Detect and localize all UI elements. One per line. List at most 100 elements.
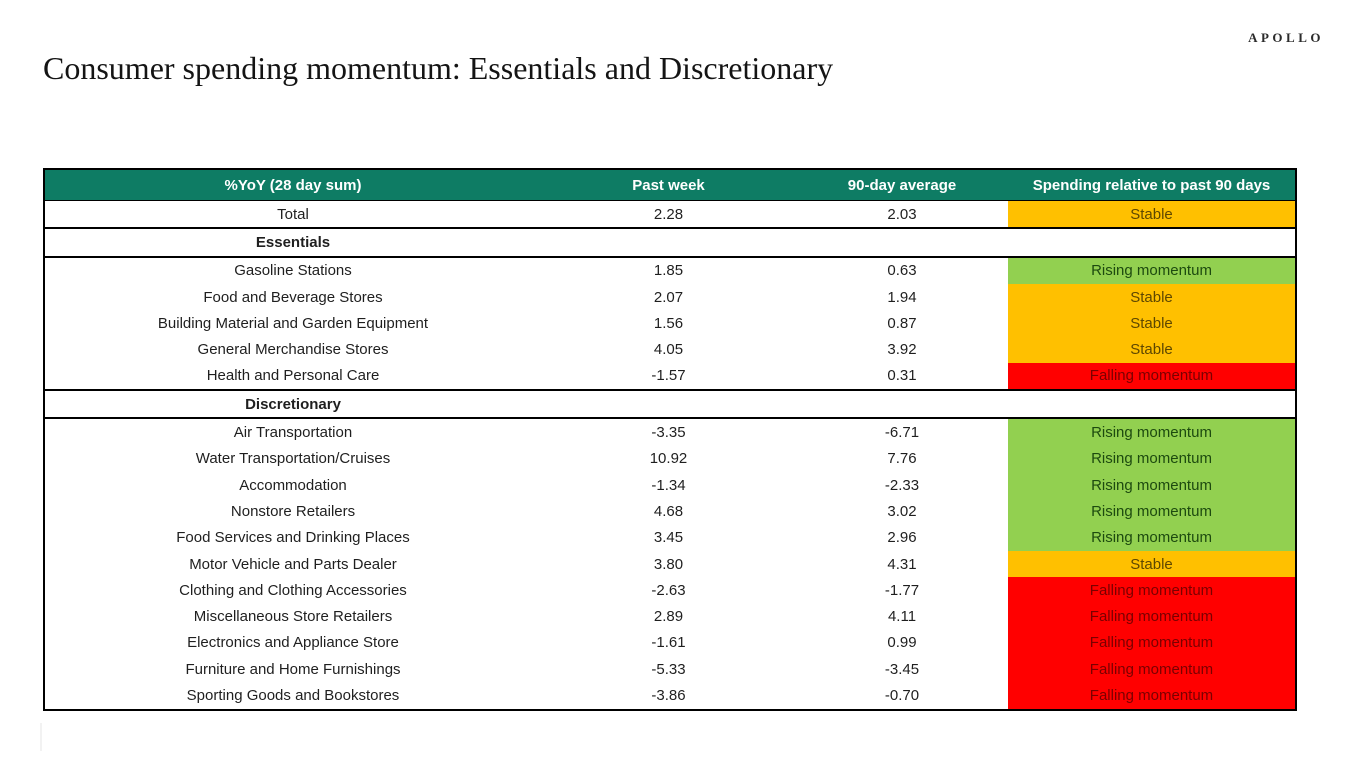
status-cell: Stable xyxy=(1008,336,1296,363)
status-cell: Falling momentum xyxy=(1008,656,1296,683)
status-cell: Rising momentum xyxy=(1008,445,1296,472)
past-week-cell: 2.07 xyxy=(653,288,684,306)
past-week-cell: 4.05 xyxy=(653,341,684,359)
90day-avg-cell: 2.03 xyxy=(796,200,1008,229)
table-row: Water Transportation/Cruises 10.92 7.76 Ris… xyxy=(44,445,1296,472)
90day-avg-cell: -2.33 xyxy=(884,476,920,494)
90day-avg-cell: 1.94 xyxy=(887,288,917,306)
section-row: Essentials xyxy=(44,227,1296,258)
status-cell: Rising momentum xyxy=(1008,418,1296,446)
table-row: Electronics and Appliance Store -1.61 0.99… xyxy=(44,629,1296,657)
status-cell: Stable xyxy=(1008,283,1296,311)
category-cell: Clothing and Clothing Accessories xyxy=(179,581,407,599)
status-cell: Rising momentum xyxy=(1008,498,1296,525)
empty-cell xyxy=(541,227,796,258)
90day-avg-cell: 0.63 xyxy=(887,262,917,280)
past-week-cell: 2.28 xyxy=(541,200,796,229)
90day-avg-cell: -6.71 xyxy=(884,424,920,442)
table-row: Air Transportation -3.35 -6.71 Rising momen… xyxy=(44,418,1296,446)
table-row: Sporting Goods and Bookstores -3.86 -0.70 F… xyxy=(44,682,1296,710)
status-cell: Falling momentum xyxy=(1008,362,1296,391)
column-header-past-week: Past week xyxy=(541,169,796,201)
empty-cell xyxy=(796,227,1008,258)
past-week-cell: 1.56 xyxy=(653,314,684,332)
status-cell: Falling momentum xyxy=(1008,577,1296,604)
status-cell: Stable xyxy=(1008,200,1296,229)
90day-avg-cell: 3.92 xyxy=(887,341,917,359)
table-row: Nonstore Retailers 4.68 3.02 Rising momentu… xyxy=(44,498,1296,525)
past-week-cell: -5.33 xyxy=(651,660,686,678)
90day-avg-cell: 0.31 xyxy=(887,367,917,385)
category-cell: Food Services and Drinking Places xyxy=(176,529,410,547)
past-week-cell: 10.92 xyxy=(649,450,688,468)
category-cell: Gasoline Stations xyxy=(234,262,352,280)
table-row: Clothing and Clothing Accessories -2.63 -1… xyxy=(44,577,1296,604)
table-row: Accommodation -1.34 -2.33 Rising momentum xyxy=(44,471,1296,499)
category-cell: Miscellaneous Store Retailers xyxy=(193,608,393,626)
90day-avg-cell: -0.70 xyxy=(884,686,920,704)
table-row: Miscellaneous Store Retailers 2.89 4.11 Fal… xyxy=(44,603,1296,630)
empty-cell xyxy=(796,389,1008,420)
empty-cell xyxy=(1008,389,1296,420)
past-week-cell: -1.57 xyxy=(651,367,686,385)
category-cell: Sporting Goods and Bookstores xyxy=(186,686,400,704)
table-row: Furniture and Home Furnishings -5.33 -3.45… xyxy=(44,656,1296,683)
table-row: Food Services and Drinking Places 3.45 2.9… xyxy=(44,524,1296,551)
status-cell: Falling momentum xyxy=(1008,629,1296,657)
category-cell: Accommodation xyxy=(239,476,347,494)
table-row: Health and Personal Care -1.57 0.31 Falling… xyxy=(44,362,1296,391)
category-cell: Health and Personal Care xyxy=(206,367,380,385)
table-row: Building Material and Garden Equipment 1.… xyxy=(44,310,1296,337)
table-body: Total 2.28 2.03 Stable Essentials Gasoline St… xyxy=(44,200,1296,710)
table-row: Total 2.28 2.03 Stable xyxy=(44,200,1296,229)
table-row: Food and Beverage Stores 2.07 1.94 Stable xyxy=(44,283,1296,311)
column-header-status: Spending relative to past 90 days xyxy=(1008,169,1296,201)
past-week-cell: 2.89 xyxy=(653,608,684,626)
90day-avg-cell: -3.45 xyxy=(884,660,920,678)
90day-avg-cell: -1.77 xyxy=(884,581,920,599)
90day-avg-cell: 0.99 xyxy=(887,634,917,652)
category-cell: Total xyxy=(44,200,541,229)
90day-avg-cell: 2.96 xyxy=(887,529,917,547)
90day-avg-cell: 4.31 xyxy=(887,555,917,573)
past-week-cell: -2.63 xyxy=(651,581,686,599)
section-label: Discretionary xyxy=(44,389,541,420)
past-week-cell: -3.35 xyxy=(651,424,686,442)
page-edge-mark xyxy=(40,723,42,751)
status-cell: Rising momentum xyxy=(1008,256,1296,284)
section-row: Discretionary xyxy=(44,389,1296,420)
90day-avg-cell: 4.11 xyxy=(887,608,917,626)
past-week-cell: -1.34 xyxy=(651,476,686,494)
past-week-cell: 3.45 xyxy=(653,529,684,547)
status-cell: Falling momentum xyxy=(1008,682,1296,710)
status-cell: Stable xyxy=(1008,550,1296,578)
page-title: Consumer spending momentum: Essentials a… xyxy=(43,50,834,86)
table-row: General Merchandise Stores 4.05 3.92 Stable xyxy=(44,336,1296,363)
column-header-90day-avg: 90-day average xyxy=(796,169,1008,201)
category-cell: General Merchandise Stores xyxy=(197,341,389,359)
status-cell: Falling momentum xyxy=(1008,603,1296,630)
section-label: Essentials xyxy=(44,227,541,258)
table-row: Motor Vehicle and Parts Dealer 3.80 4.31 St… xyxy=(44,550,1296,578)
table-row: Gasoline Stations 1.85 0.63 Rising momentum xyxy=(44,256,1296,284)
past-week-cell: -3.86 xyxy=(651,686,686,704)
category-cell: Food and Beverage Stores xyxy=(203,288,383,306)
past-week-cell: -1.61 xyxy=(651,634,686,652)
category-cell: Furniture and Home Furnishings xyxy=(185,660,401,678)
90day-avg-cell: 3.02 xyxy=(887,502,917,520)
category-cell: Electronics and Appliance Store xyxy=(187,634,399,652)
category-cell: Air Transportation xyxy=(233,424,353,442)
past-week-cell: 1.85 xyxy=(653,262,684,280)
status-cell: Rising momentum xyxy=(1008,471,1296,499)
category-cell: Building Material and Garden Equipment xyxy=(157,314,429,332)
past-week-cell: 3.80 xyxy=(653,555,684,573)
90day-avg-cell: 0.87 xyxy=(887,314,917,332)
empty-cell xyxy=(541,389,796,420)
table-header-row: %YoY (28 day sum) Past week 90-day avera… xyxy=(44,169,1296,201)
empty-cell xyxy=(1008,227,1296,258)
90day-avg-cell: 7.76 xyxy=(887,450,917,468)
column-header-category: %YoY (28 day sum) xyxy=(44,169,541,201)
category-cell: Nonstore Retailers xyxy=(230,502,356,520)
category-cell: Water Transportation/Cruises xyxy=(195,450,391,468)
spending-table: %YoY (28 day sum) Past week 90-day avera… xyxy=(43,168,1297,711)
